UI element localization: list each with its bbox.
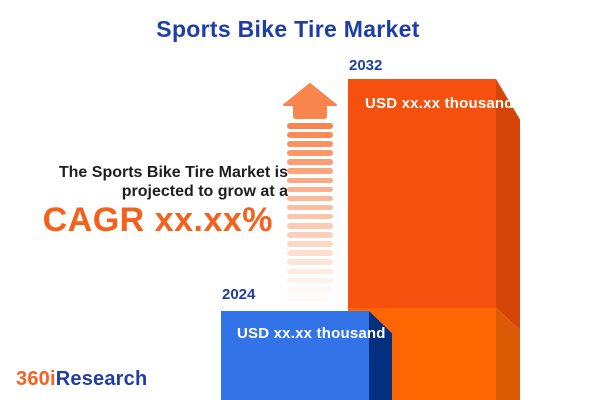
arrow-stripe: [287, 150, 333, 156]
growth-arrow-icon: [283, 83, 337, 302]
arrow-stripe: [287, 177, 333, 184]
arrow-stripe: [287, 268, 333, 274]
projection-line2: projected to grow at a: [121, 183, 288, 200]
arrow-stripe: [287, 186, 333, 193]
bar-2032-front-top: [348, 79, 496, 308]
bar-2024: [221, 311, 369, 400]
arrow-stripe: [287, 232, 333, 238]
arrow-stripe: [287, 168, 333, 174]
arrow-stripe: [287, 259, 333, 265]
projection-line1: The Sports Bike Tire Market is: [58, 164, 288, 181]
arrow-stripe: [287, 295, 333, 302]
arrow-stripe: [287, 277, 333, 284]
bar-2032-value-label: USD xx.xx thousand: [365, 95, 514, 112]
logo-suffix: Research: [55, 368, 148, 390]
arrow-stripe: [287, 241, 333, 247]
bar-2032-side: [496, 79, 520, 400]
bar-2024-value-label: USD xx.xx thousand: [237, 325, 386, 342]
arrow-stripe: [287, 286, 333, 293]
bar-2024-side: [369, 311, 392, 400]
arrow-stripe: [287, 141, 333, 147]
page-title: Sports Bike Tire Market: [156, 16, 420, 42]
bar-2032: [348, 79, 496, 400]
brand-logo: 360iResearch: [16, 368, 147, 391]
arrow-stripes: [287, 123, 333, 305]
bar-2032-year-label: 2032: [349, 57, 383, 74]
projection-text: The Sports Bike Tire Market is projected…: [0, 163, 288, 201]
arrow-stripe: [287, 123, 333, 129]
arrow-stripe: [287, 213, 333, 220]
bar-2024-year-label: 2024: [222, 286, 256, 303]
arrow-head-icon: [283, 83, 337, 119]
arrow-stripe: [287, 250, 333, 256]
arrow-stripe: [287, 195, 333, 202]
cagr-value: CAGR xx.xx%: [42, 201, 273, 239]
arrow-stripe: [287, 159, 333, 165]
arrow-stripe: [287, 132, 333, 138]
arrow-stripe: [287, 223, 333, 229]
arrow-stripe: [287, 204, 333, 211]
logo-prefix: 360i: [16, 368, 56, 390]
bar-2032-side-top: [496, 79, 520, 331]
